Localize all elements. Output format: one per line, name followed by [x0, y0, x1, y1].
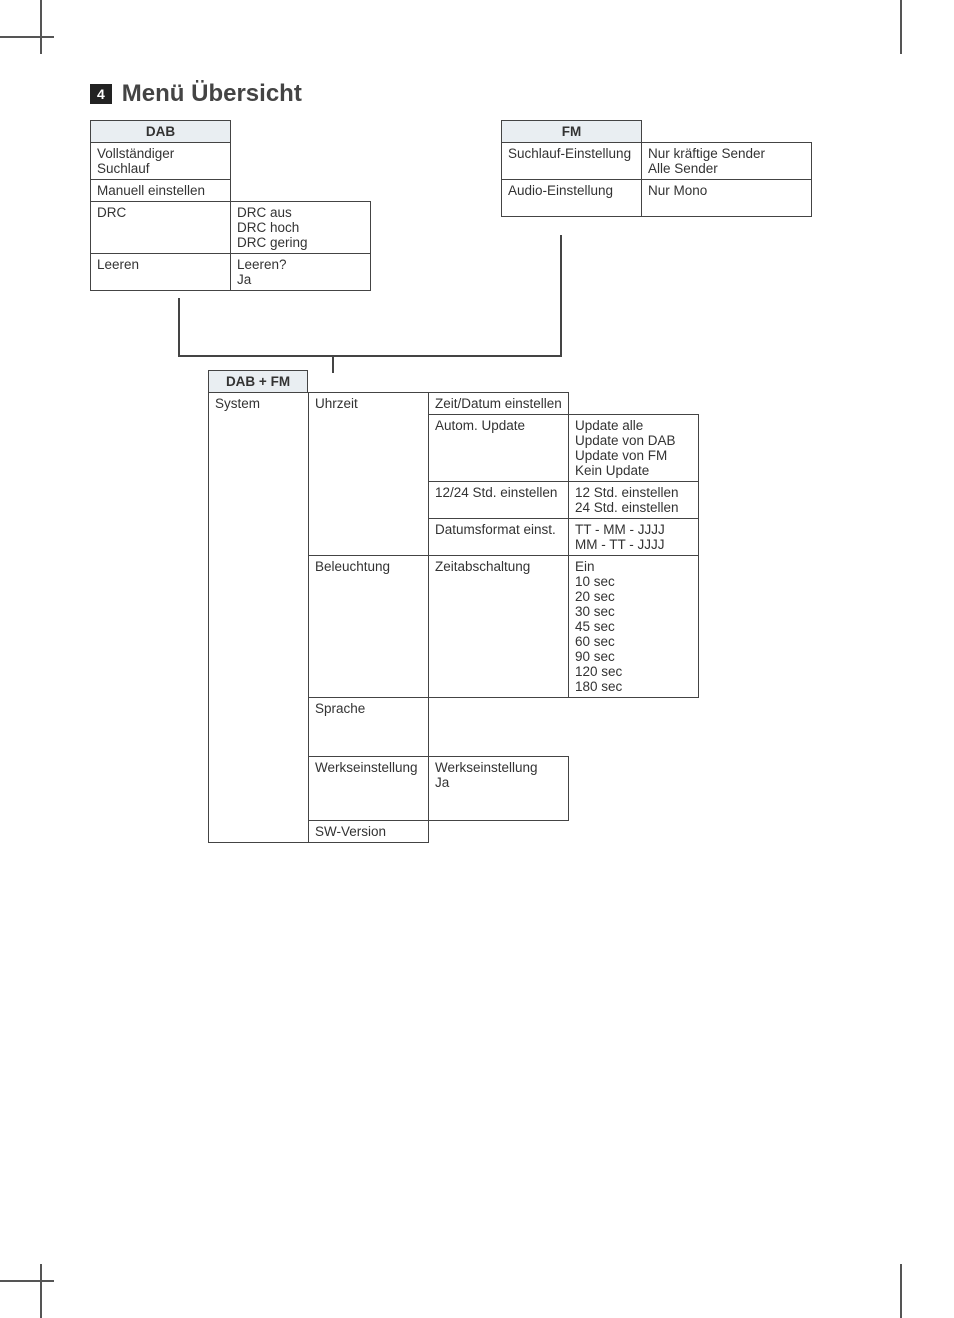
- section-title: Menü Übersicht: [122, 80, 302, 108]
- table-cell: Zeit/Datum einstellen: [429, 393, 569, 415]
- table-cell: TT - MM - JJJJMM - TT - JJJJ: [569, 519, 699, 556]
- table-cell: Audio-Einstellung: [502, 180, 642, 217]
- table-cell: Nur kräftige SenderAlle Sender: [642, 143, 812, 180]
- table-cell: Leeren? Ja: [231, 254, 371, 291]
- table-cell: DRC ausDRC hochDRC gering: [231, 202, 371, 254]
- table-cell: SW-Version: [309, 821, 429, 843]
- table-cell: Uhrzeit: [309, 393, 429, 556]
- connector-line: [178, 298, 180, 356]
- connector-line: [178, 355, 333, 357]
- table-cell: 12 Std. einstellen24 Std. einstellen: [569, 482, 699, 519]
- table-cell: Nur Mono: [642, 180, 812, 217]
- crop-mark: [40, 0, 42, 54]
- section-header: 4 Menü Übersicht: [90, 80, 890, 108]
- table-cell: Werkseinstellung Ja: [429, 757, 569, 821]
- crop-mark: [900, 1264, 902, 1318]
- dab-table: DABVollständiger SuchlaufManuell einstel…: [90, 120, 371, 291]
- table-cell: Autom. Update: [429, 415, 569, 482]
- section-number: 4: [90, 84, 112, 104]
- crop-mark: [900, 0, 902, 54]
- table-header: FM: [502, 121, 642, 143]
- table-cell: System: [209, 393, 309, 843]
- crop-mark: [40, 1264, 42, 1318]
- table-cell: Vollständiger Suchlauf: [91, 143, 231, 180]
- table-cell: DRC: [91, 202, 231, 254]
- connector-line: [332, 355, 561, 357]
- dabfm-table: DAB + FMSystemUhrzeitZeit/Datum einstell…: [208, 370, 699, 843]
- dabfm-header: DAB + FM: [208, 370, 308, 393]
- table-cell: Beleuchtung: [309, 556, 429, 698]
- table-cell: Datumsformat einst.: [429, 519, 569, 556]
- table-cell: Update alleUpdate von DABUpdate von FMKe…: [569, 415, 699, 482]
- table-cell: Werkseinstellung: [309, 757, 429, 821]
- table-cell: Suchlauf-Einstellung: [502, 143, 642, 180]
- table-header: DAB: [91, 121, 231, 143]
- fm-table: FMSuchlauf-EinstellungNur kräftige Sende…: [501, 120, 812, 217]
- table-cell: Zeitabschaltung: [429, 556, 569, 698]
- crop-mark: [0, 36, 54, 38]
- crop-mark: [0, 1280, 54, 1282]
- table-cell: 12/24 Std. einstellen: [429, 482, 569, 519]
- table-cell: Sprache: [309, 698, 429, 757]
- table-cell: Manuell einstellen: [91, 180, 231, 202]
- table-cell: Ein10 sec20 sec30 sec45 sec60 sec90 sec1…: [569, 556, 699, 698]
- table-cell: Leeren: [91, 254, 231, 291]
- connector-line: [560, 235, 562, 357]
